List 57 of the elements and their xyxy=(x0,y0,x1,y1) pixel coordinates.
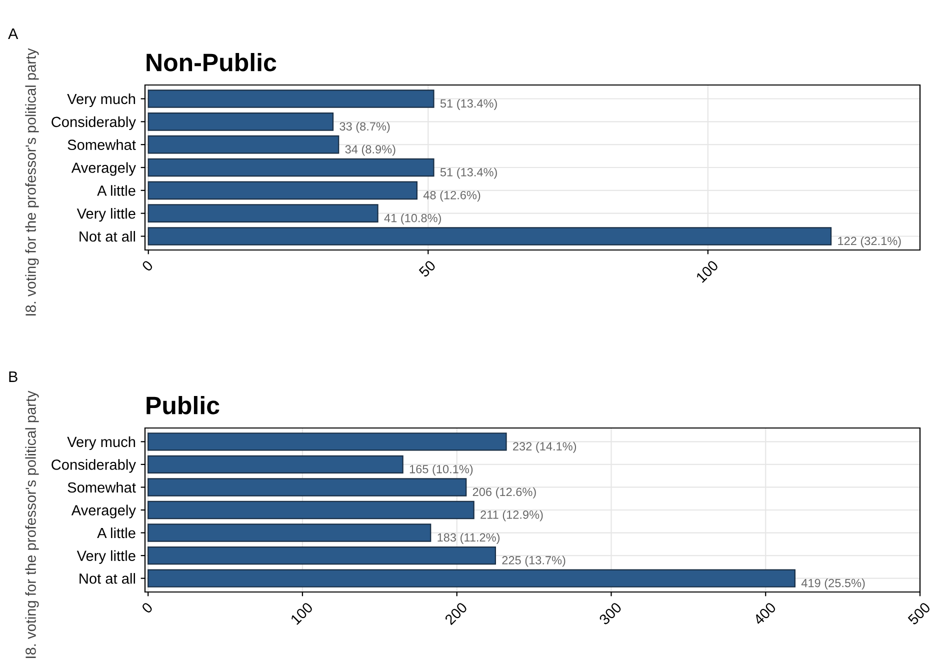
bar xyxy=(148,455,404,474)
bar xyxy=(148,158,434,177)
data-label: 225 (13.7%) xyxy=(502,556,566,567)
data-label: 34 (8.9%) xyxy=(345,144,396,156)
text: B xyxy=(9,371,18,382)
y-tick-label: Not at all xyxy=(80,230,135,242)
x-tick-label: 50 xyxy=(418,260,436,278)
bar xyxy=(148,181,418,200)
x-tick-label: 400 xyxy=(752,602,777,626)
data-label: 51 (13.4%) xyxy=(440,98,497,110)
y-tick-label: A little xyxy=(97,527,136,538)
y-tick-label: Very little xyxy=(76,550,136,564)
data-label: 41 (10.8%) xyxy=(384,214,441,225)
x-tick-label: 500 xyxy=(907,602,931,626)
y-tick-label: Not at all xyxy=(80,573,135,584)
chart-title: Non-Public xyxy=(146,52,276,72)
y-tick-label: Considerably xyxy=(52,459,136,473)
y-tick-label: Somewhat xyxy=(68,139,136,150)
x-tick-label: 200 xyxy=(444,602,468,626)
bar xyxy=(148,500,474,520)
data-label: 183 (11.2%) xyxy=(438,532,500,544)
x-tick-label: 100 xyxy=(290,602,314,626)
bar xyxy=(148,569,796,588)
y-axis-title: I8. voting for the professor's political party xyxy=(25,48,39,316)
data-label: 206 (12.6%) xyxy=(472,487,536,498)
chart-title: Public xyxy=(146,396,220,414)
y-tick-label: A little xyxy=(97,185,136,196)
y-tick-label: Averagely xyxy=(71,504,136,518)
y-tick-label: Very much xyxy=(67,436,136,450)
bar xyxy=(148,135,340,154)
data-label: 51 (13.4%) xyxy=(440,168,497,179)
text: A xyxy=(8,28,18,39)
bar xyxy=(148,204,378,222)
x-tick-label: 0 xyxy=(141,602,154,614)
bar xyxy=(148,524,432,542)
bar xyxy=(148,90,434,108)
y-tick-label: Very much xyxy=(67,93,136,108)
bar xyxy=(148,432,507,451)
y-tick-label: Somewhat xyxy=(68,482,136,493)
data-label: 232 (14.1%) xyxy=(513,442,576,453)
bar xyxy=(148,227,832,246)
y-tick-label: Averagely xyxy=(71,162,136,176)
data-label: 33 (8.7%) xyxy=(340,122,390,133)
bar xyxy=(148,478,467,496)
data-label: 122 (32.1%) xyxy=(838,236,901,248)
data-label: 419 (25.5%) xyxy=(801,578,865,590)
y-tick-label: Considerably xyxy=(52,116,136,130)
y-tick-label: Very little xyxy=(76,208,136,222)
x-tick-label: 300 xyxy=(598,602,622,626)
data-label: 48 (12.6%) xyxy=(423,190,480,202)
x-tick-label: 100 xyxy=(696,260,719,284)
data-label: 165 (10.1%) xyxy=(410,464,473,476)
y-axis-title: I8. voting for the professor's political party xyxy=(25,390,39,658)
bar xyxy=(148,546,496,565)
x-tick-label: 0 xyxy=(141,260,154,272)
data-label: 211 (12.9%) xyxy=(480,510,543,522)
bar xyxy=(148,112,334,131)
